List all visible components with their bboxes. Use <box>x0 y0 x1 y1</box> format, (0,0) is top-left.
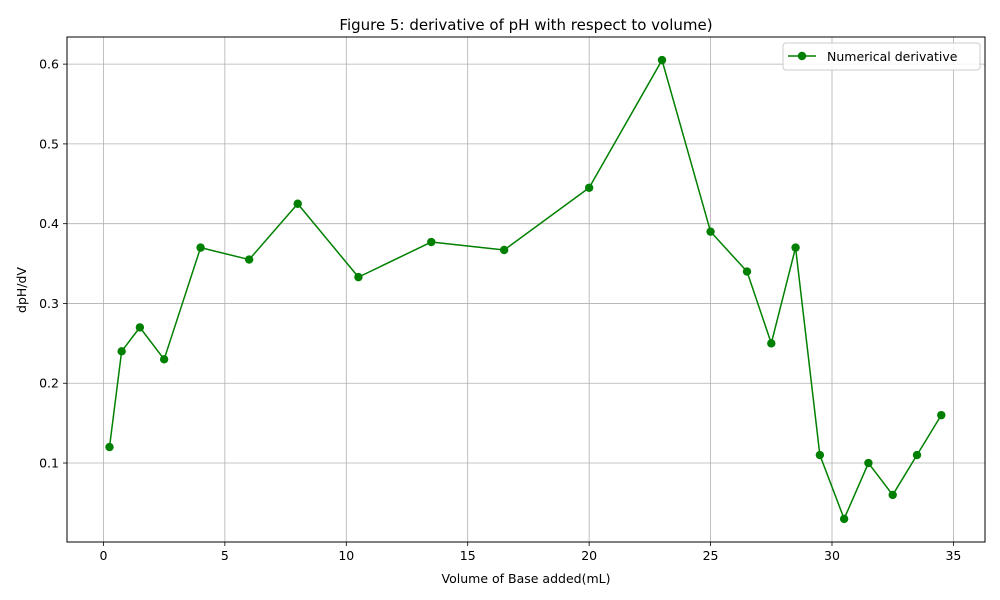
data-point <box>159 355 169 364</box>
data-point <box>937 410 946 420</box>
plot-series <box>105 55 946 524</box>
data-point <box>354 272 363 282</box>
y-axis-label: dpH/dV <box>14 267 29 313</box>
data-point <box>196 243 205 252</box>
x-tick-label: 15 <box>460 548 476 563</box>
chart-title: Figure 5: derivative of pH with respect … <box>339 16 712 34</box>
y-tick-label: 0.2 <box>39 376 59 391</box>
legend: Numerical derivative <box>782 42 981 71</box>
data-point <box>912 450 922 460</box>
y-tick-label: 0.1 <box>39 456 59 471</box>
data-point <box>293 199 302 208</box>
data-point <box>864 458 873 468</box>
x-tick-label: 35 <box>945 548 961 563</box>
data-point <box>584 183 594 192</box>
data-point <box>117 347 126 356</box>
series-line <box>108 59 942 520</box>
x-tick-label: 10 <box>338 548 354 563</box>
y-tick-label: 0.5 <box>39 136 59 151</box>
data-point <box>888 490 897 500</box>
data-point <box>815 450 825 460</box>
x-tick-label: 20 <box>581 548 597 563</box>
data-point <box>135 323 145 332</box>
data-point <box>706 227 715 236</box>
data-point <box>839 514 849 524</box>
x-tick-label: 5 <box>221 548 229 563</box>
legend-marker-swatch <box>797 51 807 61</box>
data-point <box>767 339 776 348</box>
legend-label: Numerical derivative <box>827 49 958 64</box>
axis-ticks: 0 5 10 15 20 25 30 35 0.1 0.2 0.3 0.4 0.5 0.6 <box>39 57 961 563</box>
y-tick-label: 0.4 <box>39 216 59 231</box>
data-point <box>244 255 254 264</box>
data-point <box>657 55 667 65</box>
data-point <box>742 267 752 276</box>
legend-box <box>782 42 981 71</box>
x-axis-label: Volume of Base added(mL) <box>442 571 611 586</box>
plot-area <box>66 36 986 543</box>
x-tick-label: 25 <box>703 548 719 563</box>
data-point <box>105 442 114 452</box>
x-tick-label: 0 <box>99 548 107 563</box>
data-point <box>791 243 800 252</box>
data-point <box>499 245 509 255</box>
data-point <box>427 237 436 247</box>
y-tick-label: 0.3 <box>39 296 59 311</box>
y-tick-label: 0.6 <box>39 57 59 72</box>
x-tick-label: 30 <box>824 548 840 563</box>
